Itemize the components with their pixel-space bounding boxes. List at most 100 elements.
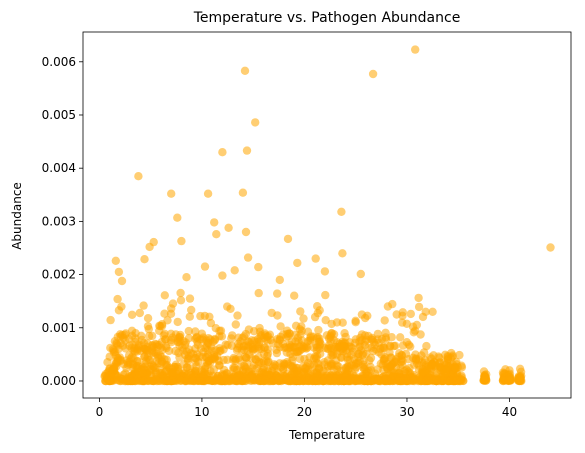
data-point xyxy=(173,213,182,222)
data-point xyxy=(263,336,272,345)
y-tick-label: 0.002 xyxy=(42,268,76,282)
data-point xyxy=(412,355,421,364)
data-point xyxy=(421,307,430,316)
data-point xyxy=(455,350,464,360)
data-point xyxy=(404,375,413,384)
data-point xyxy=(414,302,424,312)
data-point xyxy=(406,309,415,319)
data-point xyxy=(247,354,256,363)
data-point xyxy=(296,307,305,316)
data-point xyxy=(357,376,366,386)
data-point xyxy=(273,311,282,320)
data-point xyxy=(431,361,441,370)
data-point xyxy=(176,296,186,305)
data-point xyxy=(174,348,183,358)
x-tick-label: 30 xyxy=(399,405,414,419)
data-point xyxy=(422,341,431,351)
y-tick-label: 0.005 xyxy=(42,108,76,122)
data-point xyxy=(416,330,425,339)
data-point xyxy=(218,271,227,280)
data-point xyxy=(173,337,182,347)
x-axis-ticks: 0 10 20 30 40 xyxy=(96,398,517,419)
data-point xyxy=(263,349,273,358)
data-point xyxy=(130,344,139,353)
data-point xyxy=(320,267,330,276)
data-point xyxy=(273,289,282,298)
data-point xyxy=(237,371,247,380)
data-point xyxy=(176,376,185,385)
data-point xyxy=(187,305,196,315)
data-point xyxy=(338,249,347,258)
data-point xyxy=(247,336,256,345)
data-point xyxy=(396,333,405,342)
data-point xyxy=(143,322,153,331)
data-point xyxy=(321,290,330,300)
data-point xyxy=(290,342,300,352)
data-point xyxy=(357,310,367,319)
data-point xyxy=(240,352,249,362)
data-point xyxy=(337,353,346,362)
data-point xyxy=(160,291,169,300)
data-point xyxy=(254,337,264,346)
data-point xyxy=(505,366,514,375)
data-point xyxy=(392,357,401,366)
data-point xyxy=(165,363,174,372)
data-point xyxy=(380,376,389,386)
data-point xyxy=(368,69,378,79)
data-point xyxy=(356,269,365,279)
data-point xyxy=(387,375,396,385)
data-point xyxy=(113,356,122,365)
data-point xyxy=(418,367,427,376)
data-point xyxy=(134,172,143,181)
data-point xyxy=(351,316,360,325)
data-point xyxy=(221,340,230,349)
data-point xyxy=(254,262,263,272)
data-point xyxy=(167,189,176,198)
data-point xyxy=(274,373,283,382)
data-point xyxy=(205,312,214,321)
data-point xyxy=(291,321,301,330)
data-point xyxy=(241,227,251,237)
data-point xyxy=(254,288,263,298)
data-point xyxy=(229,374,239,383)
data-point xyxy=(209,354,218,364)
data-point xyxy=(135,308,144,318)
data-point xyxy=(291,330,300,339)
data-point xyxy=(113,332,123,342)
data-point xyxy=(314,364,324,373)
data-point xyxy=(148,376,157,386)
data-point xyxy=(283,329,292,339)
data-point xyxy=(240,66,250,76)
data-point xyxy=(459,376,468,386)
data-point xyxy=(322,331,332,340)
data-point xyxy=(311,352,320,361)
data-point xyxy=(106,315,115,325)
data-point xyxy=(157,337,166,347)
data-point xyxy=(355,342,365,351)
data-point xyxy=(143,314,153,323)
data-point xyxy=(260,375,269,384)
data-point xyxy=(111,370,120,379)
data-point xyxy=(386,362,395,372)
data-point xyxy=(348,343,357,353)
data-point xyxy=(157,357,167,366)
data-point xyxy=(230,363,239,372)
data-point xyxy=(248,344,258,354)
data-point xyxy=(443,353,452,362)
data-point xyxy=(451,375,460,384)
y-tick-label: 0.001 xyxy=(42,321,76,335)
data-point xyxy=(177,236,186,246)
data-point xyxy=(259,357,268,366)
y-axis-label: Abundance xyxy=(10,182,24,250)
data-point xyxy=(161,374,170,383)
data-point xyxy=(381,328,390,337)
data-point xyxy=(480,372,489,381)
data-point xyxy=(143,353,152,362)
data-point xyxy=(209,365,219,374)
data-point xyxy=(259,343,269,352)
data-point xyxy=(311,254,320,263)
data-point xyxy=(200,262,210,271)
data-point xyxy=(379,356,388,365)
